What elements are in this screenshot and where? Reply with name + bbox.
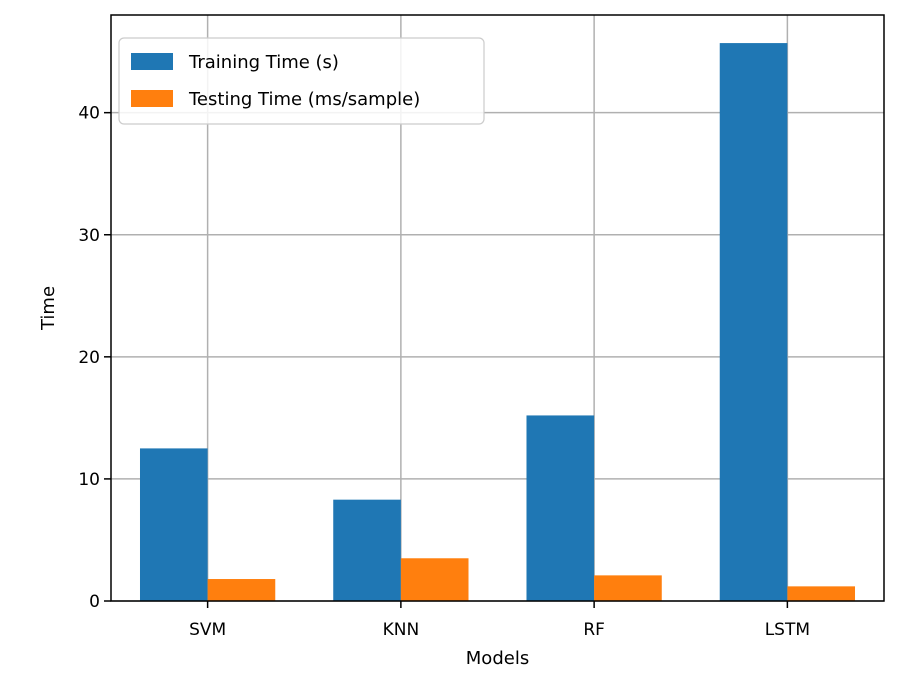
bar-knn-training <box>333 499 401 601</box>
bar-lstm-training <box>719 43 788 602</box>
plot-frame <box>110 14 885 602</box>
bar-knn-testing <box>400 558 469 601</box>
x-axis-title: Models <box>466 648 529 669</box>
legend-swatch <box>131 90 173 107</box>
x-tick-label: KNN <box>383 620 420 640</box>
legend: Training Time (s) Testing Time (ms/sample… <box>118 37 485 125</box>
y-tick-label: 30 <box>78 226 100 246</box>
ticks: 0 10 20 30 40 SVM KNN RF LSTM <box>78 104 810 640</box>
bar-rf-training <box>526 415 595 601</box>
y-tick-label: 20 <box>78 348 100 368</box>
legend-label: Testing Time (ms/sample) <box>188 89 420 110</box>
y-tick-label: 0 <box>89 592 100 612</box>
legend-swatch <box>131 53 173 70</box>
y-tick-label: 10 <box>78 470 100 490</box>
x-tick-label: SVM <box>189 620 226 640</box>
bar-svm-testing <box>207 579 276 601</box>
bar-svm-training <box>139 448 208 601</box>
y-axis-title: Time <box>38 286 59 331</box>
bars <box>139 43 856 602</box>
legend-box <box>118 37 485 125</box>
x-tick-label: RF <box>583 620 605 640</box>
bar-lstm-testing <box>787 586 856 601</box>
legend-label: Training Time (s) <box>188 52 339 73</box>
x-tick-label: LSTM <box>765 620 810 640</box>
y-tick-label: 40 <box>78 104 100 124</box>
bar-rf-testing <box>594 575 662 601</box>
